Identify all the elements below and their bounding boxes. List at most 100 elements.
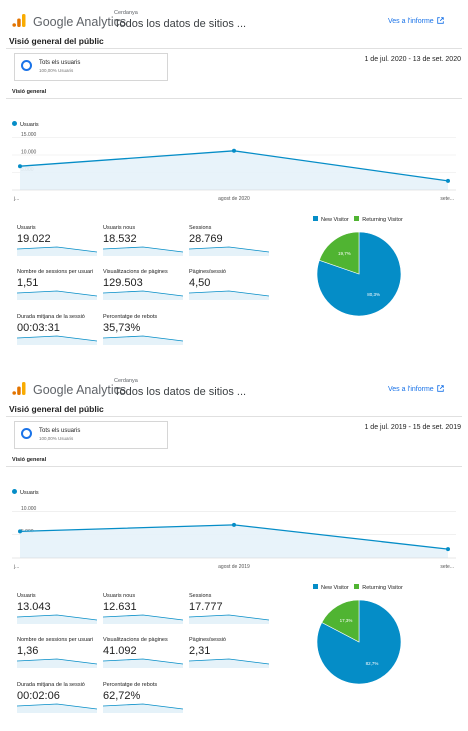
sparkline <box>103 335 183 345</box>
metric-tile[interactable]: Pàgines/sessió 4,50 <box>189 269 269 301</box>
y-tick-label: 15.000 <box>21 132 37 138</box>
sparkline <box>189 614 269 624</box>
segment-ring-icon <box>21 60 32 71</box>
sparkline <box>189 290 269 300</box>
legend-swatch-returning <box>354 216 360 221</box>
segment-selector[interactable]: Tots els usuaris 100,00% Usuaris <box>14 421 168 449</box>
metric-tile[interactable]: Nombre de sessions per usuari 1,51 <box>17 269 97 301</box>
tab-overview[interactable]: Visió general <box>12 457 47 463</box>
data-point <box>446 547 450 552</box>
report-link-label[interactable]: Ves a l'informe <box>388 386 434 393</box>
sparkline-area <box>189 615 269 624</box>
tab-overview[interactable]: Visió general <box>12 89 47 95</box>
x-tick-label: j... <box>13 564 19 570</box>
date-range-picker[interactable]: 1 de jul. 2019 - 15 de set. 2019 <box>364 424 461 431</box>
pie-legend: New Visitor Returning Visitor <box>313 584 403 591</box>
metric-label: Pàgines/sessió <box>189 269 226 275</box>
sparkline <box>103 614 183 624</box>
metric-tile[interactable]: Visualitzacions de pàgines 129.503 <box>103 269 183 301</box>
metric-tile[interactable]: Percentatge de rebots 35,73% <box>103 314 183 346</box>
pie-legend: New Visitor Returning Visitor <box>313 216 403 223</box>
sparkline-area <box>189 291 269 300</box>
metric-tile[interactable]: Usuaris 13.043 <box>17 593 97 625</box>
report-link[interactable]: Ves a l'informe <box>388 17 444 25</box>
sparkline-line <box>17 658 97 665</box>
segment-selector[interactable]: Tots els usuaris 100,00% Usuaris <box>14 53 168 81</box>
sparkline-line <box>17 703 97 710</box>
metric-tile[interactable]: Usuaris nous 12.631 <box>103 593 183 625</box>
data-point <box>232 522 236 527</box>
metric-label: Percentatge de rebots <box>103 682 158 688</box>
metric-label: Sessions <box>189 593 212 599</box>
sparkline-line <box>17 335 97 342</box>
metric-tile[interactable]: Usuaris nous 18.532 <box>103 225 183 257</box>
metric-label: Visualitzacions de pàgines <box>103 269 168 275</box>
divider <box>6 466 462 467</box>
metric-label: Nombre de sessions per usuari <box>17 637 94 643</box>
sparkline <box>189 658 269 668</box>
metric-tile[interactable]: Nombre de sessions per usuari 1,36 <box>17 637 97 669</box>
pie-slice-label: 17,3% <box>340 618 353 623</box>
report-panel-2020: Google Analytics Cerdanya Todos los dato… <box>6 4 462 356</box>
sparkline-line <box>103 290 183 297</box>
report-link[interactable]: Ves a l'informe <box>388 385 444 393</box>
metric-label: Visualitzacions de pàgines <box>103 637 168 643</box>
metric-tile[interactable]: Percentatge de rebots 62,72% <box>103 682 183 714</box>
pie-slice-returning-visitor <box>321 599 360 643</box>
metric-label: Usuaris <box>17 225 36 231</box>
view-selector[interactable]: Todos los datos de sitios ... <box>114 386 247 398</box>
view-selector[interactable]: Todos los datos de sitios ... <box>114 18 247 30</box>
chart-legend[interactable]: Usuaris <box>12 489 39 496</box>
sparkline-line <box>103 614 183 621</box>
sparkline-line <box>189 290 269 297</box>
metric-label: Usuaris <box>17 593 36 599</box>
property-name[interactable]: Cerdanya <box>114 10 138 16</box>
visitor-pie-chart: 80,3% 19,7% <box>316 231 402 317</box>
report-link-label[interactable]: Ves a l'informe <box>388 18 434 25</box>
metric-tile[interactable]: Pàgines/sessió 2,31 <box>189 637 269 669</box>
segment-name: Tots els usuaris <box>39 428 81 434</box>
metric-value: 12.631 <box>103 601 137 613</box>
app-name: Google Analytics <box>33 15 127 29</box>
metric-label: Durada mitjana de la sessió <box>17 682 85 688</box>
date-range-picker[interactable]: 1 de jul. 2020 - 13 de set. 2020 <box>364 56 461 63</box>
external-link-icon[interactable] <box>436 385 444 392</box>
header-bar: Google Analytics Cerdanya Todos los dato… <box>6 372 462 402</box>
legend-new-visitor: New Visitor <box>321 585 349 591</box>
metric-value: 41.092 <box>103 645 137 657</box>
metric-tile[interactable]: Sessions 17.777 <box>189 593 269 625</box>
metric-value: 00:02:06 <box>17 690 60 702</box>
sparkline-area <box>17 291 97 300</box>
legend-label: Usuaris <box>20 490 39 496</box>
y-tick-label: 10.000 <box>21 150 37 156</box>
sparkline <box>17 614 97 624</box>
property-name[interactable]: Cerdanya <box>114 378 138 384</box>
chart-legend[interactable]: Usuaris <box>12 121 39 128</box>
sparkline-line <box>103 246 183 253</box>
sparkline-line <box>189 614 269 621</box>
x-tick-label: agost de 2019 <box>218 564 250 570</box>
metric-tile[interactable]: Durada mitjana de la sessió 00:02:06 <box>17 682 97 714</box>
metric-tile[interactable]: Durada mitjana de la sessió 00:03:31 <box>17 314 97 346</box>
metric-tile[interactable]: Visualitzacions de pàgines 41.092 <box>103 637 183 669</box>
external-link-icon[interactable] <box>436 17 444 24</box>
sparkline-area <box>103 336 183 345</box>
metric-value: 00:03:31 <box>17 322 60 334</box>
users-area <box>20 150 448 190</box>
divider <box>6 416 462 417</box>
metric-value: 19.022 <box>17 233 51 245</box>
metric-label: Pàgines/sessió <box>189 637 226 643</box>
sparkline <box>103 290 183 300</box>
x-tick-label: agost de 2020 <box>218 196 250 202</box>
sparkline <box>17 290 97 300</box>
legend-swatch-new <box>313 584 318 589</box>
data-point <box>18 164 22 169</box>
x-tick-label: sete... <box>440 564 454 570</box>
app-name: Google Analytics <box>33 383 127 397</box>
metric-tile[interactable]: Sessions 28.769 <box>189 225 269 257</box>
page-title: Visió general del públic <box>9 36 104 46</box>
metric-tile[interactable]: Usuaris 19.022 <box>17 225 97 257</box>
sparkline-line <box>103 658 183 665</box>
sparkline-area <box>103 659 183 668</box>
